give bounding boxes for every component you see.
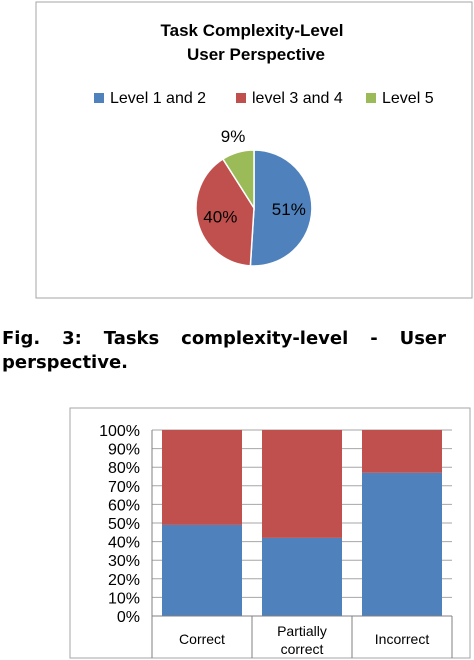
y-tick-label-80: 80% <box>108 460 140 477</box>
pie-chart-title: Task Complexity-Level <box>161 21 344 40</box>
legend-swatch-level-1-and-2 <box>94 93 104 103</box>
bar-y-tick-labels: 0% 10%20% 30%40% 50% 60%70% 80%90% 100% <box>99 423 140 626</box>
bar-bars <box>162 430 442 616</box>
y-tick-label-60: 60% <box>108 497 140 514</box>
y-tick-label-50: 50% <box>108 516 140 533</box>
pie-data-label-level-1-and-2: 51% <box>272 200 306 219</box>
y-tick-label-70: 70% <box>108 479 140 496</box>
bar-correct-segment-1 <box>162 524 242 616</box>
x-tick-label-correct: Correct <box>179 631 225 647</box>
figure-caption-line-1: Fig. 3: Tasks complexity-level - User <box>2 328 446 349</box>
pie-data-label-level-3-and-4: 40% <box>203 208 237 227</box>
legend-label-level-3-and-4: level 3 and 4 <box>252 90 343 107</box>
pie-slice-level-5 <box>221 149 255 211</box>
legend-label-level-5: Level 5 <box>382 90 434 107</box>
y-tick-label-40: 40% <box>108 535 140 552</box>
y-tick-label-10: 10% <box>108 590 140 607</box>
y-tick-label-20: 20% <box>108 572 140 589</box>
pie-chart-subtitle: User Perspective <box>187 45 325 64</box>
x-tick-label-partially-correct: Partially correct <box>277 623 327 657</box>
bar-correct-segment-2 <box>162 430 242 525</box>
y-tick-label-100: 100% <box>99 423 140 440</box>
bar-x-tick-labels: Correct Partially correct Incorrect <box>179 623 429 657</box>
pie-slices <box>195 149 313 267</box>
bar-partially-correct-segment-2 <box>262 430 342 538</box>
pie-legend: Level 1 and 2 level 3 and 4 Level 5 <box>94 90 434 107</box>
x-tick-label-incorrect: Incorrect <box>375 631 430 647</box>
bar-partially-correct-segment-1 <box>262 537 342 616</box>
pie-data-label-level-5: 9% <box>221 127 246 146</box>
y-tick-label-30: 30% <box>108 553 140 570</box>
legend-label-level-1-and-2: Level 1 and 2 <box>110 90 206 107</box>
y-tick-label-0: 0% <box>117 609 140 626</box>
bar-incorrect-segment-1 <box>362 472 442 616</box>
legend-swatch-level-3-and-4 <box>236 93 246 103</box>
legend-swatch-level-5 <box>366 93 376 103</box>
figure-caption-line-2: perspective. <box>2 352 128 373</box>
pie-labels: 51% 40% 9% <box>203 127 306 227</box>
y-tick-label-90: 90% <box>108 442 140 459</box>
pie-slice-level-1-and-2 <box>249 149 313 267</box>
bar-axes <box>151 430 453 658</box>
bar-incorrect-segment-2 <box>362 430 442 473</box>
